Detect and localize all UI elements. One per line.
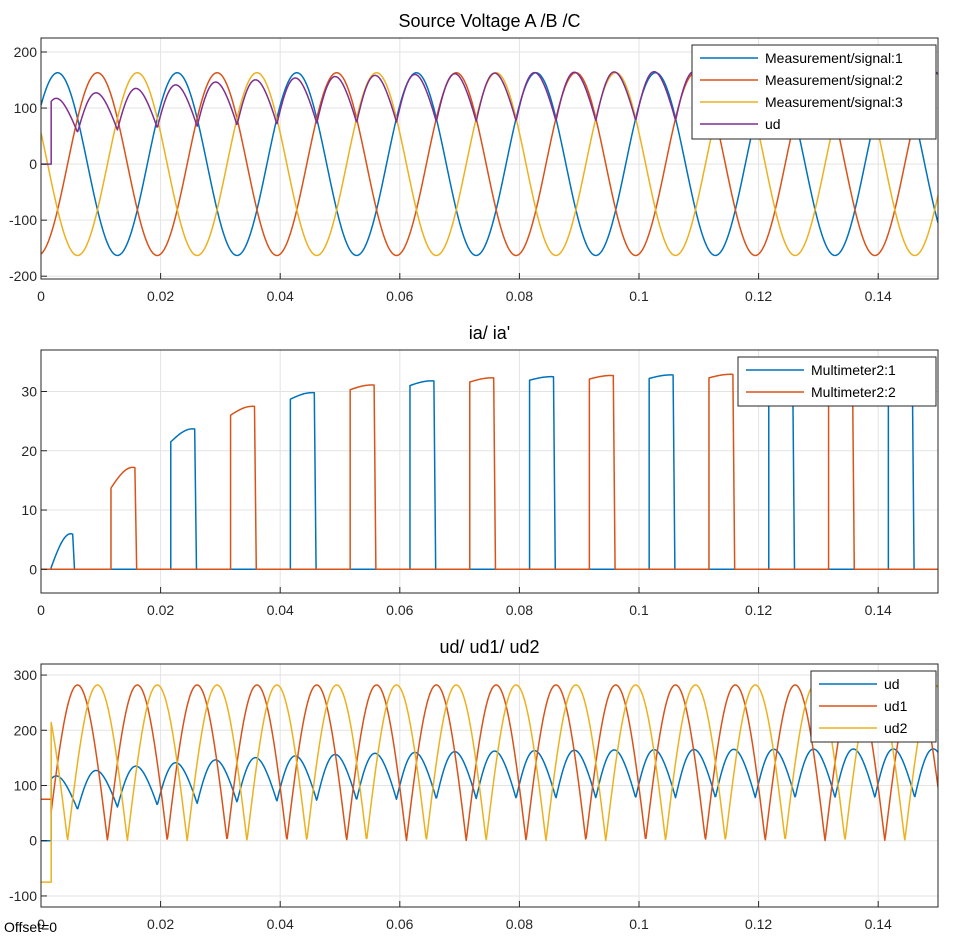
ud-x-tick-label: 0.14 [865, 916, 892, 932]
voltage-y-tick-label: -100 [9, 212, 37, 228]
ud-y-tick-label: 100 [14, 778, 38, 794]
current-y-tick-label: 20 [21, 443, 37, 459]
ud-y-tick-label: 300 [14, 667, 38, 683]
current-legend-box [737, 356, 937, 407]
current-axes-frame [40, 349, 939, 594]
ud-legend-label-1: ud [884, 676, 900, 692]
current-x-tick-label: 0.1 [629, 602, 649, 618]
voltage-axes-frame [40, 37, 939, 280]
ud-legend: ud ud1 ud2 [810, 670, 937, 743]
ud-series-line-3 [41, 684, 938, 883]
current-legend-label-1: Multimeter2:1 [811, 362, 896, 378]
ud-y-tick-label: 200 [14, 722, 38, 738]
plot-ud-voltage: 0 0.02 0.04 0.06 0.08 0.1 0.12 0.14-10001002003… [9, 637, 939, 932]
current-y-tick-label: 30 [21, 383, 37, 399]
voltage-series-line-2 [41, 72, 938, 257]
ud-x-tick-label: 0.1 [629, 916, 649, 932]
current-x-tick-label: 0.14 [865, 602, 892, 618]
voltage-legend-label-4: ud [765, 116, 781, 132]
ud-x-tick-label: 0 [37, 916, 45, 932]
voltage-y-tick-label: 100 [14, 100, 38, 116]
plot-source-voltage: 0 0.02 0.04 0.06 0.08 0.1 0.12 0.14 -200 -100 0 100… [9, 11, 939, 304]
current-x-tick-label: 0.06 [386, 602, 413, 618]
current-x-tick-label: 0.12 [745, 602, 772, 618]
ud-chart-title: ud/ ud1/ ud2 [439, 637, 539, 657]
current-series-line-2 [41, 372, 938, 571]
current-legend: Multimeter2:1 Multimeter2:2 [737, 356, 937, 407]
voltage-y-tick-label: -200 [9, 268, 37, 284]
current-x-tick-label: 0.04 [267, 602, 294, 618]
voltage-x-tick-label: 0 [37, 288, 45, 304]
voltage-legend-label-1: Measurement/signal:1 [765, 50, 903, 66]
current-legend-label-2: Multimeter2:2 [811, 384, 896, 400]
current-x-tick-label: 0 [37, 602, 45, 618]
ud-series-line-1 [41, 748, 938, 842]
voltage-x-tick-label: 0.14 [865, 288, 892, 304]
ud-legend-label-2: ud1 [884, 698, 908, 714]
voltage-x-tick-label: 0.1 [629, 288, 649, 304]
ud-y-tick-label: -100 [9, 888, 37, 904]
ud-x-tick-label: 0.04 [267, 916, 294, 932]
voltage-x-tick-label: 0.06 [386, 288, 413, 304]
voltage-x-tick-label: 0.08 [506, 288, 533, 304]
voltage-x-tick-label: 0.02 [147, 288, 174, 304]
current-y-tick-label: 0 [29, 561, 37, 577]
ud-legend-label-3: ud2 [884, 720, 908, 736]
offset-label: Offset=0 [4, 919, 57, 935]
current-y-tick-label: 10 [21, 502, 37, 518]
voltage-x-tick-label: 0.12 [745, 288, 772, 304]
voltage-y-tick-label: 0 [29, 156, 37, 172]
ud-x-tick-label: 0.08 [506, 916, 533, 932]
current-chart-title: ia/ ia' [469, 323, 510, 343]
current-x-tick-label: 0.02 [147, 602, 174, 618]
voltage-legend-label-3: Measurement/signal:3 [765, 94, 903, 110]
ud-x-tick-label: 0.12 [745, 916, 772, 932]
voltage-legend-label-2: Measurement/signal:2 [765, 72, 903, 88]
voltage-x-tick-label: 0.04 [267, 288, 294, 304]
voltage-y-tick-label: 200 [14, 44, 38, 60]
ud-series-line-2 [41, 684, 938, 842]
voltage-chart-title: Source Voltage A /B /C [398, 11, 580, 31]
plot-ia-current: 0 0.02 0.04 0.06 0.08 0.1 0.12 0.14 0 10 20 30 ia/ i… [21, 323, 939, 618]
ud-x-tick-label: 0.06 [386, 916, 413, 932]
ud-y-tick-label: 0 [29, 833, 37, 849]
ud-x-tick-label: 0.02 [147, 916, 174, 932]
ud-series-group [41, 684, 938, 883]
current-x-tick-label: 0.08 [506, 602, 533, 618]
voltage-legend: Measurement/signal:1 Measurement/signal:2… [691, 44, 937, 140]
